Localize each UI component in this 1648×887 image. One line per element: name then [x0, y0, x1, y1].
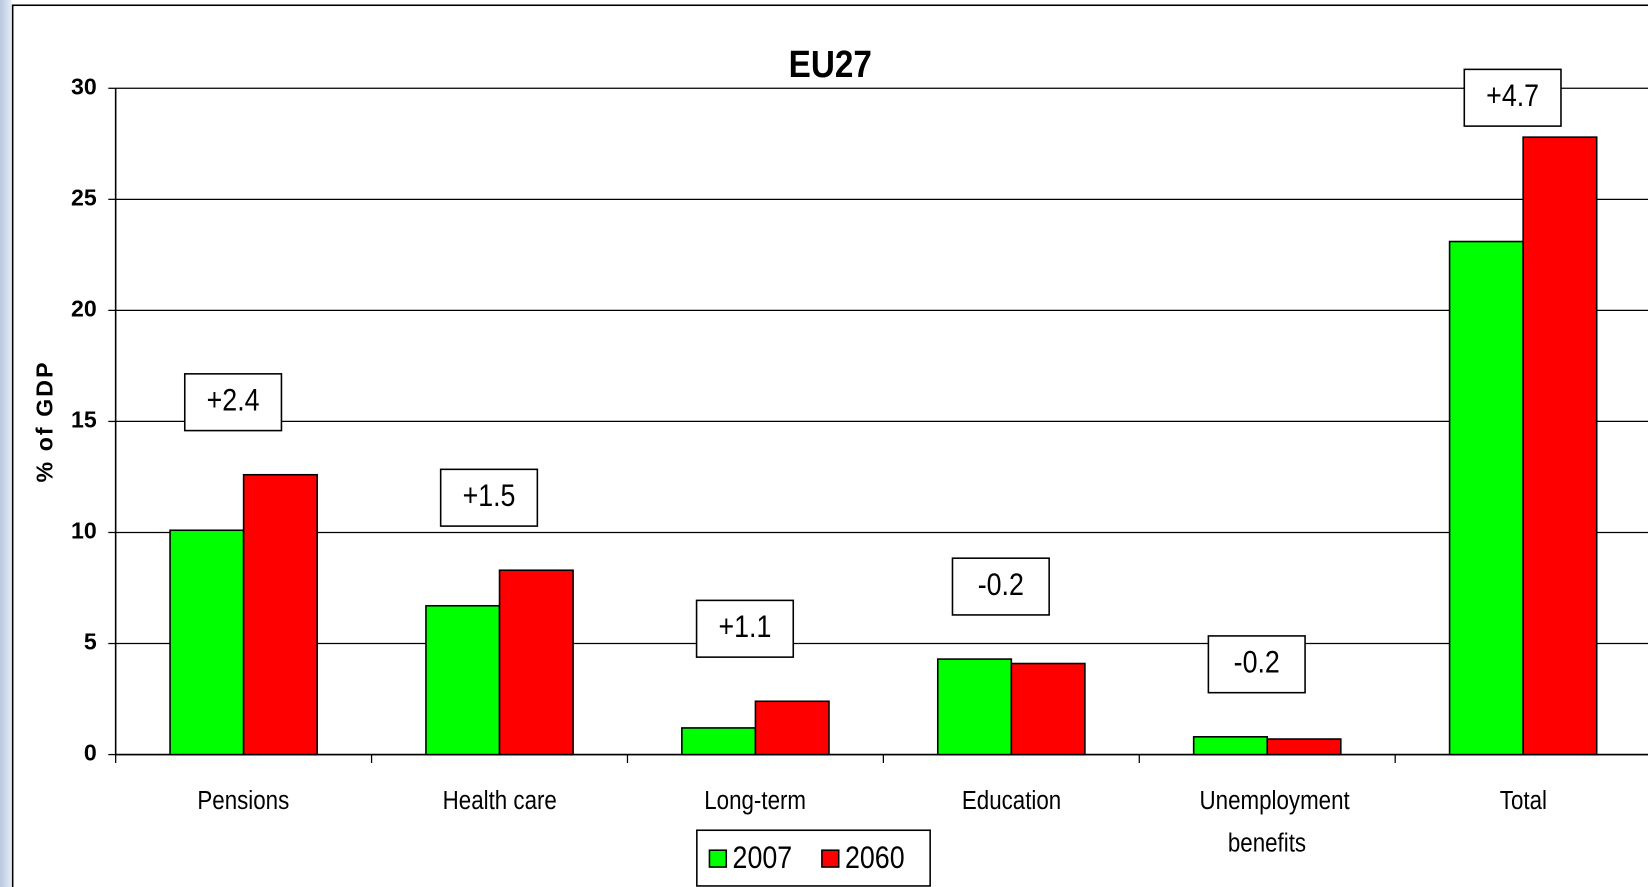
- x-tick-label: Total: [1499, 786, 1547, 816]
- bar: [1448, 240, 1524, 756]
- x-tick-label: Health care: [442, 786, 557, 816]
- y-axis-label: % of GDP: [31, 360, 57, 482]
- annotation-box: [695, 599, 795, 658]
- y-tick-label: 0: [84, 740, 97, 766]
- x-tick-label-box: Education: [961, 786, 1061, 816]
- bar: [1522, 136, 1598, 756]
- x-tick-label-box: Total: [1499, 786, 1547, 816]
- chart-title: EU27: [789, 43, 872, 85]
- annotation-box: [1207, 635, 1306, 694]
- x-tick-label: Pensions: [197, 786, 290, 816]
- y-tick-label: 30: [71, 73, 97, 99]
- annotation: +4.7: [1486, 79, 1539, 113]
- annotation-box: [439, 468, 539, 527]
- side-strip: [0, 0, 12, 887]
- bar: [1192, 736, 1269, 756]
- x-tick-label-box: Unemployment benefits: [1199, 786, 1351, 858]
- annotation-box: [183, 373, 283, 432]
- x-tick-label-box: Pensions: [197, 786, 290, 816]
- bar: [242, 473, 318, 756]
- y-tick-label: 5: [84, 629, 97, 655]
- y-tick-label: 15: [71, 407, 97, 433]
- legend-label: 2060: [845, 841, 905, 875]
- x-tick-label: Education: [961, 786, 1061, 816]
- x-tick-label-box: Health care: [442, 786, 557, 816]
- annotation: +2.4: [207, 384, 260, 418]
- annotation: -0.2: [1234, 646, 1280, 680]
- bar: [681, 727, 757, 756]
- annotation: +1.5: [463, 479, 516, 513]
- annotation-box: [951, 557, 1050, 616]
- legend-swatch: [708, 849, 728, 868]
- annotation-box: [1463, 68, 1562, 127]
- x-tick-label: Unemployment benefits: [1199, 786, 1351, 858]
- bar: [1010, 662, 1086, 756]
- y-tick-label: 20: [71, 295, 97, 321]
- annotation: +1.1: [718, 610, 771, 644]
- annotation: -0.2: [978, 568, 1024, 602]
- bar: [1266, 738, 1342, 756]
- legend-swatch: [821, 849, 840, 868]
- bar: [754, 700, 830, 756]
- y-tick-label: 10: [71, 518, 97, 544]
- legend-label: 2007: [733, 841, 793, 875]
- bar: [425, 604, 501, 756]
- bar: [169, 529, 245, 756]
- y-tick-label: 25: [71, 184, 97, 210]
- bar: [936, 658, 1013, 756]
- legend-box: [696, 829, 931, 887]
- bar: [498, 569, 574, 756]
